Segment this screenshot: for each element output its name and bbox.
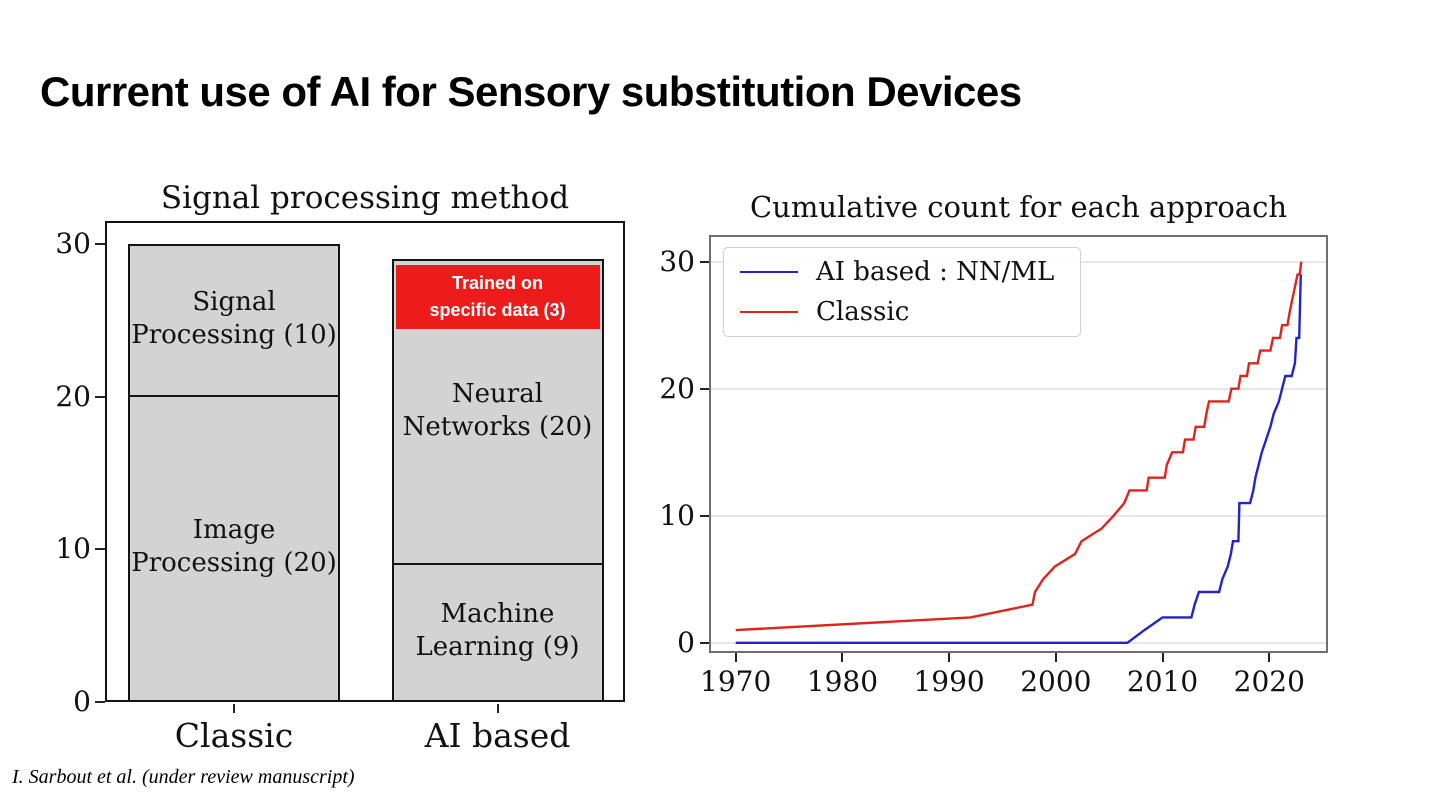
y-tick-mark	[95, 548, 105, 551]
bar-segment-label: Processing (20)	[131, 548, 337, 579]
bar-segment-classic-0: Image Processing (20)	[130, 395, 338, 700]
bar-chart-title: Signal processing method	[160, 180, 570, 216]
trained-on-specific-data-annotation: Trained on specific data (3)	[395, 265, 600, 330]
line-chart-title: Cumulative count for each approach	[749, 190, 1288, 224]
y-tick-label: 10	[659, 498, 695, 532]
x-tick-mark	[1161, 653, 1164, 662]
cumulative-count-chart: Cumulative count for each approach 0 10 20…	[640, 190, 1360, 720]
bar-segment-label: Neural	[451, 378, 544, 409]
y-tick-label: 0	[677, 625, 695, 659]
y-tick-mark	[95, 242, 105, 245]
legend-swatch	[740, 311, 798, 313]
signal-processing-method-chart: Signal processing method 0 10 20 30 Image Pro…	[40, 180, 640, 770]
y-tick-label: 20	[659, 371, 695, 405]
legend-row: Classic	[740, 297, 1054, 327]
series-lines	[735, 261, 1303, 644]
gridline	[711, 387, 1326, 390]
x-tick-mark	[841, 653, 844, 662]
bar-segment-label: Machine	[440, 599, 555, 630]
legend: AI based : NN/ML Classic	[723, 247, 1082, 337]
annotation-label: Trained on	[451, 273, 543, 294]
legend-swatch	[740, 271, 798, 273]
y-tick-label: 0	[73, 685, 91, 718]
bar-classic: Image Processing (20) Signal Processing (10…	[128, 243, 340, 702]
y-tick-mark	[95, 395, 105, 398]
annotation-label: specific data (3)	[429, 300, 566, 321]
slide-title: Current use of AI for Sensory substituti…	[40, 68, 1022, 115]
y-tick-mark	[700, 387, 709, 390]
legend-label: AI based : NN/ML	[816, 257, 1055, 287]
bar-segment-classic-1: Signal Processing (10)	[130, 246, 338, 397]
x-tick-mark	[734, 653, 737, 662]
y-tick-label: 20	[55, 379, 91, 413]
bar-segment-label: Processing (10)	[131, 320, 337, 351]
bar-segment-label: Networks (20)	[402, 411, 593, 442]
x-tick-label: 2000	[1020, 665, 1092, 698]
series-line-classic	[735, 261, 1303, 632]
bar-segment-ai-based-0: Machine Learning (9)	[394, 563, 602, 700]
bar-segment-label: Signal	[192, 287, 276, 318]
y-tick-label: 30	[55, 226, 91, 260]
bar-segment-label: Image	[192, 515, 276, 546]
x-tick-label-classic: Classic	[174, 716, 294, 755]
legend-row: AI based : NN/ML	[740, 257, 1054, 287]
x-tick-label-ai-based: AI based	[424, 716, 571, 755]
x-tick-label: 1970	[700, 665, 772, 698]
series-line-ai-based-nn-ml	[735, 274, 1302, 644]
y-tick-mark	[95, 701, 105, 703]
x-tick-label: 2020	[1233, 665, 1305, 698]
y-tick-mark	[700, 260, 709, 263]
y-tick-label: 10	[55, 532, 91, 566]
bar-ai-based: Machine Learning (9) Neural Networks (20) Tr…	[391, 259, 604, 702]
citation-footer: I. Sarbout et al. (under review manuscri…	[12, 766, 355, 788]
y-tick-label: 30	[659, 244, 695, 278]
x-tick-mark	[233, 704, 235, 713]
x-tick-mark	[496, 704, 499, 713]
y-tick-mark	[700, 641, 709, 644]
x-tick-label: 1980	[806, 665, 879, 698]
x-tick-mark	[1268, 653, 1271, 662]
x-tick-mark	[1054, 653, 1057, 662]
x-tick-mark	[948, 653, 951, 662]
gridline	[711, 514, 1326, 517]
x-tick-label: 1990	[913, 665, 985, 698]
bar-segment-label: Learning (9)	[415, 632, 580, 663]
y-tick-mark	[700, 514, 709, 517]
bar-segment-ai-based-1: Neural Networks (20)	[393, 261, 602, 565]
legend-label: Classic	[816, 297, 910, 327]
x-tick-label: 2010	[1126, 665, 1199, 698]
